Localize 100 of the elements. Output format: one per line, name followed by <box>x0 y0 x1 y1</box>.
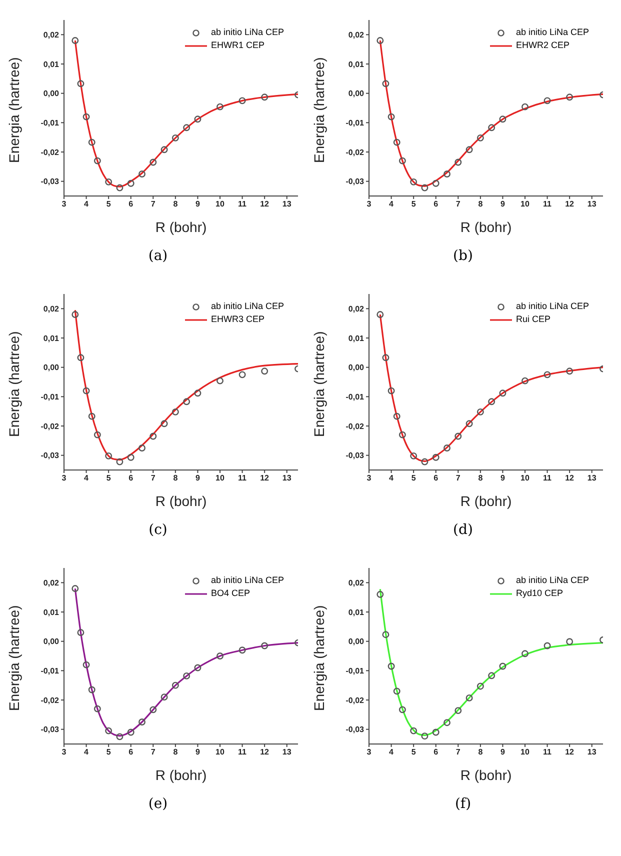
x-tick-label: 4 <box>389 748 394 757</box>
y-axis-title: Energia (hartree) <box>6 57 22 163</box>
point <box>261 368 268 375</box>
point <box>522 103 528 110</box>
x-tick-label: 10 <box>520 748 530 757</box>
x-tick-label: 8 <box>173 748 178 757</box>
x-tick-label: 9 <box>195 200 200 209</box>
x-tick-label: 3 <box>62 748 67 757</box>
point <box>105 727 112 734</box>
point <box>82 661 90 668</box>
y-axis-title: Energia (hartree) <box>310 57 327 163</box>
point <box>72 311 79 318</box>
point <box>183 672 190 680</box>
point <box>127 454 134 461</box>
point <box>410 178 418 186</box>
point <box>194 664 202 672</box>
point <box>72 37 79 44</box>
x-tick-label: 7 <box>150 200 156 209</box>
point <box>388 662 395 670</box>
point <box>238 646 246 654</box>
x-axis-title: R (bohr) <box>155 219 207 235</box>
point <box>72 585 79 592</box>
point <box>138 170 146 178</box>
y-tick-label: 0,00 <box>43 89 60 98</box>
point <box>388 387 395 394</box>
point <box>105 178 112 186</box>
point <box>466 420 473 428</box>
x-axis-title: R (bohr) <box>155 493 207 509</box>
x-tick-label: 4 <box>84 748 90 757</box>
x-tick-label: 5 <box>411 474 416 483</box>
x-tick-label: 13 <box>587 200 597 209</box>
point <box>376 590 384 598</box>
x-axis-title: R (bohr) <box>155 767 207 783</box>
y-axis-title: Energia (hartree) <box>310 605 327 711</box>
point <box>476 682 484 690</box>
point <box>566 368 574 375</box>
point <box>444 719 450 726</box>
y-tick-label: 0,01 <box>43 334 60 343</box>
point <box>261 94 268 101</box>
x-tick-label: 7 <box>456 748 461 757</box>
y-tick-label: -0,03 <box>40 451 60 460</box>
y-tick-label: 0,01 <box>43 60 60 69</box>
x-tick-label: 5 <box>411 200 416 209</box>
x-tick-label: 3 <box>366 474 372 483</box>
point <box>88 686 96 694</box>
x-tick-label: 4 <box>389 200 394 209</box>
y-tick-label: 0,02 <box>43 578 60 588</box>
y-tick-label: 0,01 <box>43 608 60 617</box>
point <box>432 728 440 736</box>
point <box>88 412 96 420</box>
x-tick-label: 7 <box>456 474 461 483</box>
text: (f) <box>454 796 472 814</box>
point <box>566 638 574 646</box>
point <box>238 371 246 378</box>
x-axis-title: R (bohr) <box>460 493 512 509</box>
x-tick-label: 13 <box>282 200 292 209</box>
point <box>94 157 101 164</box>
legend-label: ab initio LiNa CEP <box>516 26 589 39</box>
x-tick-label: 13 <box>587 748 597 757</box>
text: (a) <box>147 248 169 266</box>
y-axis-title: Energia (hartree) <box>6 331 22 437</box>
y-tick-label: -0,01 <box>346 392 365 402</box>
point <box>432 454 440 461</box>
point <box>77 629 84 636</box>
x-tick-label: 10 <box>216 474 225 483</box>
x-tick-label: 13 <box>282 748 292 757</box>
x-tick-label: 3 <box>62 200 67 209</box>
point <box>410 727 418 734</box>
point <box>410 452 418 460</box>
point <box>94 431 101 438</box>
legend-label: ab initio LiNa CEP <box>516 300 589 313</box>
point <box>522 650 528 658</box>
point <box>454 158 462 166</box>
x-tick-label: 4 <box>84 200 90 209</box>
point <box>388 113 395 120</box>
text: (b) <box>452 248 474 266</box>
y-tick-label: 0,00 <box>43 637 60 646</box>
point <box>94 705 101 712</box>
legend-label: ab initio LiNa CEP <box>210 300 284 313</box>
point <box>183 124 190 132</box>
x-tick-label: 6 <box>128 200 134 209</box>
x-tick-label: 5 <box>411 748 416 757</box>
x-tick-label: 8 <box>173 200 178 209</box>
x-tick-label: 10 <box>520 474 530 483</box>
point <box>382 80 390 88</box>
text: (d) <box>452 522 474 540</box>
point <box>488 124 496 132</box>
point <box>466 146 473 154</box>
point <box>488 398 496 406</box>
x-axis-title: R (bohr) <box>460 767 512 783</box>
point <box>194 390 202 397</box>
x-tick-label: 9 <box>500 200 506 209</box>
point <box>105 452 112 460</box>
x-tick-label: 4 <box>389 474 394 483</box>
y-tick-label: 0,00 <box>348 89 365 98</box>
point <box>444 170 450 178</box>
point <box>172 682 179 689</box>
x-tick-label: 7 <box>456 200 461 209</box>
line-series <box>74 588 298 737</box>
point <box>421 732 428 740</box>
